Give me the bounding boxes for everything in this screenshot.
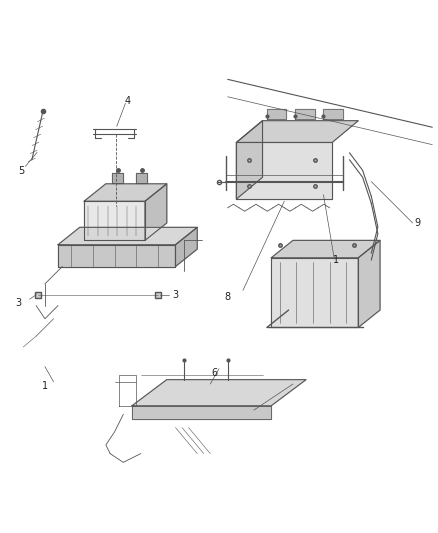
Text: 4: 4 (124, 96, 131, 106)
Polygon shape (271, 258, 358, 327)
Polygon shape (295, 109, 315, 119)
Polygon shape (113, 173, 123, 182)
Polygon shape (132, 379, 306, 406)
Text: 9: 9 (414, 218, 420, 228)
Polygon shape (237, 120, 358, 142)
Polygon shape (84, 201, 145, 240)
Text: 5: 5 (18, 166, 24, 176)
Polygon shape (237, 120, 262, 199)
Polygon shape (271, 240, 380, 258)
Polygon shape (58, 245, 176, 266)
Polygon shape (267, 109, 286, 119)
Polygon shape (58, 228, 197, 245)
Text: 1: 1 (42, 381, 48, 391)
Polygon shape (237, 142, 332, 199)
Polygon shape (84, 184, 167, 201)
Polygon shape (176, 228, 197, 266)
Text: 8: 8 (225, 292, 231, 302)
Text: 3: 3 (16, 298, 22, 309)
Polygon shape (132, 406, 271, 419)
Polygon shape (358, 240, 380, 327)
Polygon shape (136, 173, 147, 182)
Text: 3: 3 (173, 290, 179, 300)
Polygon shape (145, 184, 167, 240)
Text: 1: 1 (333, 255, 339, 265)
Polygon shape (323, 109, 343, 119)
Text: 6: 6 (212, 368, 218, 378)
